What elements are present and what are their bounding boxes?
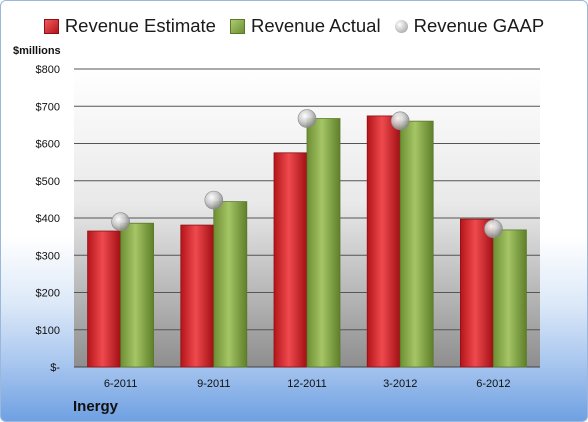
- marker-revenue-gaap: [297, 109, 317, 128]
- legend-swatch-revenue-gaap: [394, 19, 408, 33]
- legend-swatch-revenue-actual: [229, 18, 245, 34]
- x-tick-label: 3-2012: [383, 378, 417, 390]
- bar-revenue-actual: [213, 201, 248, 368]
- y-tick-label: $-: [50, 362, 60, 374]
- bar-revenue-estimate: [273, 152, 308, 368]
- chart-legend: Revenue Estimate Revenue Actual Revenue …: [1, 15, 587, 37]
- bar-revenue-estimate: [366, 115, 401, 368]
- x-tick-label: 9-2011: [197, 378, 230, 390]
- y-tick-labels: $- $100 $200 $300 $400 $500 $600 $700 $800: [36, 64, 61, 374]
- legend-label-revenue-gaap: Revenue GAAP: [413, 15, 545, 36]
- bar-revenue-estimate: [180, 224, 215, 368]
- y-tick-label: $200: [36, 288, 60, 300]
- bar-revenue-estimate: [87, 230, 121, 368]
- bar-revenue-actual: [306, 118, 341, 368]
- x-tick-label: 6-2012: [476, 378, 510, 390]
- y-tick-label: $700: [36, 101, 60, 113]
- legend-label-revenue-estimate: Revenue Estimate: [64, 15, 216, 36]
- x-tick-labels: 6-2011 9-2011 12-2011 3-2012 6-2012: [104, 378, 511, 390]
- y-tick-label: $500: [36, 176, 60, 188]
- legend-item-revenue-estimate: Revenue Estimate: [43, 15, 216, 37]
- y-tick-label: $800: [36, 64, 60, 76]
- y-axis-unit-label: $millions: [13, 45, 61, 57]
- legend-item-revenue-actual: Revenue Actual: [229, 15, 381, 37]
- y-tick-label: $600: [36, 139, 60, 151]
- y-tick-label: $100: [36, 325, 60, 337]
- marker-revenue-gaap: [111, 212, 130, 232]
- legend-label-revenue-actual: Revenue Actual: [250, 15, 381, 36]
- marker-revenue-gaap: [390, 111, 410, 131]
- x-tick-label: 12-2011: [287, 378, 327, 390]
- y-tick-label: $300: [36, 250, 60, 262]
- bar-revenue-actual: [120, 222, 154, 368]
- bar-layer: [87, 115, 527, 368]
- marker-revenue-gaap: [484, 219, 503, 239]
- x-tick-label: 6-2011: [104, 378, 137, 390]
- legend-swatch-revenue-estimate: [43, 18, 59, 34]
- marker-layer: [111, 109, 503, 239]
- bar-revenue-estimate: [459, 218, 494, 368]
- y-tick-label: $400: [36, 213, 60, 225]
- bar-revenue-actual: [399, 120, 434, 368]
- marker-revenue-gaap: [204, 190, 224, 210]
- legend-item-revenue-gaap: Revenue GAAP: [394, 15, 545, 37]
- bar-revenue-actual: [492, 229, 527, 368]
- company-name: Inergy: [73, 398, 119, 415]
